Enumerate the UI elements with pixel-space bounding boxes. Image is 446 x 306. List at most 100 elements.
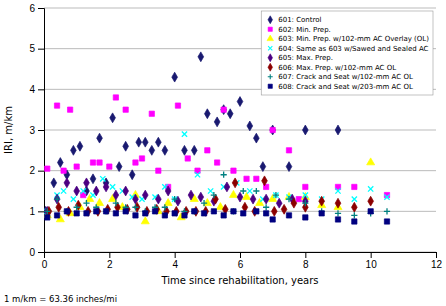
legend-label: 601: Control xyxy=(278,16,321,24)
point xyxy=(162,213,167,218)
legend-symbol xyxy=(268,63,273,71)
point xyxy=(74,204,80,210)
tick: 12 xyxy=(431,252,443,270)
point xyxy=(247,188,252,193)
point xyxy=(162,145,168,155)
axis-domain xyxy=(38,9,45,253)
tick-label: 6 xyxy=(238,259,244,270)
point xyxy=(384,208,390,214)
point xyxy=(133,213,138,218)
point xyxy=(198,192,204,202)
point xyxy=(351,202,357,212)
point xyxy=(71,145,77,155)
point xyxy=(141,217,149,224)
point xyxy=(221,172,227,178)
point xyxy=(162,204,168,210)
point xyxy=(123,141,129,151)
legend-label: 604: Same as 603 w/Sawed and Sealed AC xyxy=(278,45,428,53)
point xyxy=(254,209,259,214)
point xyxy=(221,107,226,112)
point xyxy=(263,204,269,210)
legend-label: 605: Max. Prep. xyxy=(278,54,333,62)
point xyxy=(271,206,277,216)
point xyxy=(81,188,86,193)
point xyxy=(335,188,340,193)
series xyxy=(44,178,308,216)
point xyxy=(260,162,266,172)
point xyxy=(211,209,216,214)
point xyxy=(156,168,161,173)
legend-item: 603: Min. Prep. w/102-mm AC Overlay (OL) xyxy=(267,35,429,43)
tick-mark xyxy=(305,252,306,258)
series xyxy=(45,131,390,214)
tick-label: 3 xyxy=(29,125,35,136)
point xyxy=(129,170,135,180)
point xyxy=(270,217,275,222)
tick: 2 xyxy=(107,252,113,270)
point xyxy=(319,211,324,216)
point xyxy=(54,103,59,108)
point xyxy=(103,182,109,192)
point xyxy=(273,192,278,197)
x-axis: 024681012 xyxy=(42,252,443,270)
point xyxy=(152,209,157,214)
point xyxy=(149,145,155,155)
point xyxy=(335,125,341,135)
legend-item: 604: Same as 603 w/Sawed and Sealed AC xyxy=(268,45,428,53)
tick-label: 2 xyxy=(107,259,113,270)
point xyxy=(175,196,181,206)
point xyxy=(51,178,57,188)
point xyxy=(247,121,253,131)
point xyxy=(191,208,197,214)
point xyxy=(229,190,237,197)
point xyxy=(56,202,62,212)
legend: 601: Control602: Min. Prep.603: Min. Pre… xyxy=(261,11,433,95)
point xyxy=(44,208,50,214)
point xyxy=(302,125,308,135)
point xyxy=(231,209,236,214)
point xyxy=(67,107,72,112)
point xyxy=(103,209,108,214)
tick-mark xyxy=(371,252,372,258)
point xyxy=(74,164,79,169)
legend-symbol xyxy=(268,74,273,79)
legend-symbol xyxy=(268,46,272,50)
point xyxy=(64,208,70,214)
point xyxy=(94,209,99,214)
point xyxy=(302,196,308,206)
point xyxy=(368,186,373,191)
tick-mark xyxy=(38,252,44,253)
point xyxy=(303,215,308,220)
tick-mark xyxy=(38,49,44,50)
series xyxy=(46,176,373,216)
legend-label: 606: Max. Prep. w/102-mm AC OL xyxy=(278,64,396,72)
point xyxy=(149,111,154,116)
point xyxy=(221,213,226,218)
tick: 6 xyxy=(29,3,44,14)
tick: 8 xyxy=(303,252,309,270)
point xyxy=(116,162,122,172)
point xyxy=(204,109,210,119)
legend-item: 605: Max. Prep. xyxy=(268,54,333,62)
point xyxy=(54,196,60,202)
legend-box xyxy=(261,11,433,95)
point xyxy=(90,174,96,184)
tick: 1 xyxy=(29,206,44,217)
legend-item: 607: Crack and Seat w/102-mm AC OL xyxy=(268,73,413,81)
point xyxy=(352,219,357,224)
point xyxy=(211,192,217,198)
point xyxy=(74,211,79,216)
point xyxy=(172,196,178,202)
point xyxy=(107,164,112,169)
point xyxy=(110,113,116,123)
tick-mark xyxy=(38,8,44,9)
point xyxy=(155,137,161,147)
point xyxy=(276,198,282,208)
point xyxy=(352,196,357,201)
point xyxy=(132,204,138,210)
point xyxy=(244,176,249,181)
point xyxy=(64,178,70,188)
point xyxy=(352,184,357,189)
legend-symbol xyxy=(268,84,272,88)
tick-label: 6 xyxy=(29,3,35,14)
